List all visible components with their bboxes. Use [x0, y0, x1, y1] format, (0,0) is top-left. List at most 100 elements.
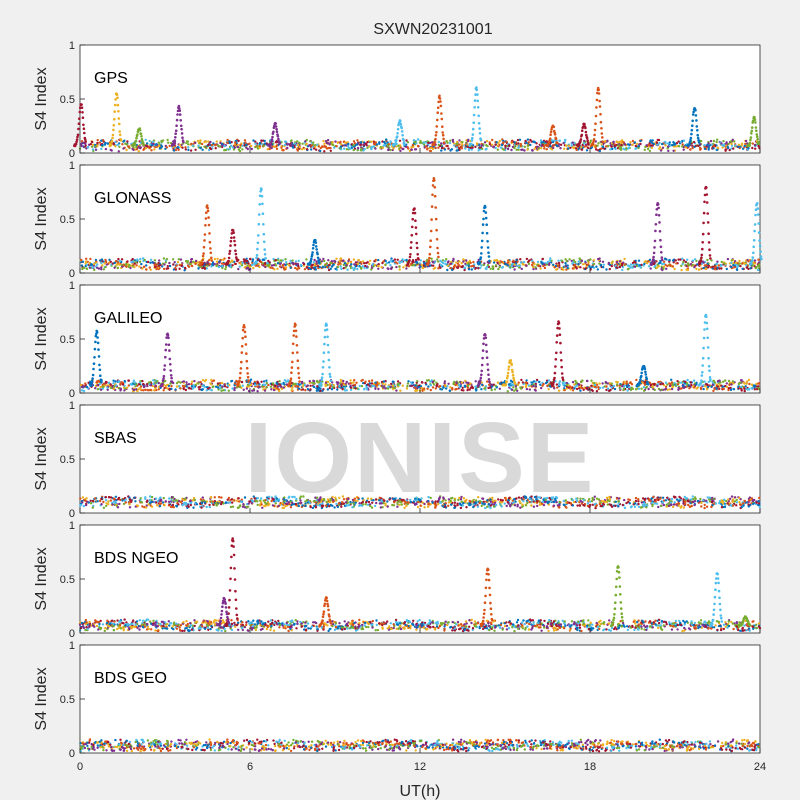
data-point — [276, 385, 280, 388]
data-point — [477, 122, 481, 125]
data-point — [592, 259, 596, 262]
data-point — [303, 147, 306, 150]
data-point — [498, 139, 501, 143]
data-point — [168, 349, 171, 352]
data-point — [606, 382, 609, 385]
data-point — [741, 262, 744, 265]
data-point — [339, 265, 342, 268]
data-point — [323, 259, 326, 263]
data-point — [460, 145, 463, 148]
data-point — [323, 335, 327, 339]
data-point — [136, 133, 139, 136]
data-point — [686, 378, 689, 382]
data-point — [241, 144, 244, 147]
data-point — [245, 359, 249, 363]
data-point — [410, 233, 414, 237]
data-point — [461, 386, 464, 389]
data-point — [750, 126, 754, 129]
data-point — [96, 336, 99, 339]
data-point — [689, 381, 693, 384]
data-point — [448, 141, 452, 145]
data-point — [587, 261, 590, 264]
data-point — [245, 267, 248, 270]
data-point — [379, 146, 383, 149]
data-point — [180, 132, 184, 135]
data-point — [532, 267, 535, 271]
data-point — [613, 144, 616, 148]
spike — [746, 115, 760, 148]
data-point — [409, 253, 412, 256]
panel-label: GLONASS — [94, 190, 171, 207]
data-point — [722, 139, 725, 143]
data-point — [519, 258, 522, 261]
data-point — [505, 140, 508, 143]
data-point — [587, 146, 590, 150]
data-point — [600, 132, 604, 135]
data-point — [323, 142, 326, 145]
data-point — [233, 146, 237, 149]
data-point — [630, 383, 634, 386]
data-point — [637, 145, 640, 148]
data-point — [194, 148, 197, 151]
data-point — [85, 385, 89, 389]
data-point — [638, 143, 641, 146]
data-point — [384, 263, 387, 266]
data-point — [115, 93, 119, 97]
data-point — [339, 143, 343, 146]
data-point — [453, 144, 456, 147]
data-point — [207, 216, 210, 219]
data-point — [100, 268, 103, 271]
data-point — [750, 383, 754, 386]
data-point — [234, 252, 238, 256]
data-point — [692, 385, 695, 388]
data-point — [246, 372, 249, 375]
data-point — [746, 380, 749, 383]
data-point — [436, 106, 440, 109]
data-point — [261, 212, 265, 215]
data-point — [264, 383, 267, 386]
data-point — [599, 264, 602, 267]
data-point — [292, 146, 295, 149]
data-point — [432, 267, 435, 270]
data-point — [732, 266, 735, 269]
data-point — [605, 268, 608, 271]
data-point — [310, 148, 313, 151]
data-point — [176, 260, 180, 264]
data-point — [664, 144, 667, 147]
data-point — [222, 389, 225, 392]
data-point — [114, 98, 117, 101]
data-point — [691, 124, 694, 127]
data-point — [349, 384, 352, 387]
data-point — [424, 145, 427, 148]
data-point — [432, 264, 435, 267]
data-point — [243, 144, 246, 147]
data-point — [244, 141, 247, 144]
data-point — [679, 140, 682, 144]
data-point — [661, 142, 664, 146]
data-point — [365, 261, 368, 265]
data-point — [725, 142, 728, 145]
data-point — [580, 148, 584, 151]
data-point — [668, 388, 671, 391]
data-point — [662, 267, 665, 270]
data-point — [97, 379, 100, 382]
data-point — [436, 251, 440, 255]
data-point — [555, 383, 559, 386]
data-point — [442, 137, 445, 141]
data-point — [404, 145, 408, 149]
data-point — [680, 268, 683, 272]
data-point — [135, 264, 138, 267]
data-point — [386, 145, 389, 148]
data-point — [75, 140, 78, 144]
data-point — [409, 381, 413, 384]
data-point — [615, 140, 619, 144]
data-point — [158, 266, 161, 270]
data-point — [326, 335, 329, 339]
data-point — [329, 384, 332, 388]
data-point — [364, 380, 367, 383]
data-point — [498, 382, 502, 385]
data-point — [709, 139, 713, 143]
data-point — [188, 387, 191, 390]
data-point — [715, 140, 718, 144]
data-point — [539, 267, 542, 270]
